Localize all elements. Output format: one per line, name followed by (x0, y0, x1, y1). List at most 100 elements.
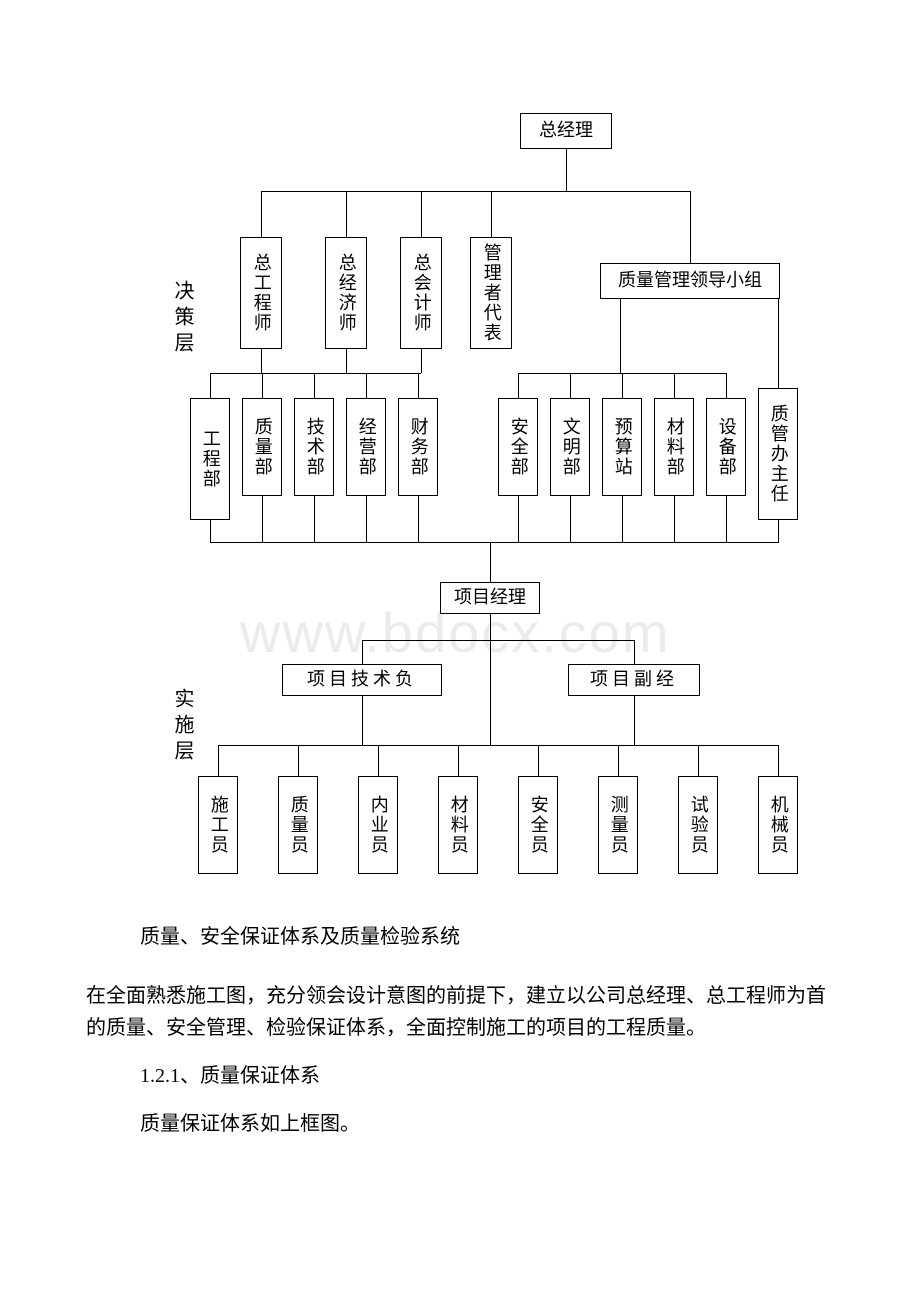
edge (726, 373, 727, 398)
node-finance-dept: 财务部 (398, 398, 438, 496)
edge (210, 373, 421, 374)
node-label: 总经济师 (335, 253, 357, 333)
edge (570, 373, 571, 398)
paragraph-1: 在全面熟悉施工图，充分领会设计意图的前提下，建立以公司总经理、总工程师为首的质量… (86, 980, 834, 1044)
edge (491, 191, 492, 237)
edge (566, 149, 567, 191)
edge (538, 745, 539, 776)
node-budget-station: 预算站 (602, 398, 642, 496)
node-tech-dept: 技术部 (294, 398, 334, 496)
edge (518, 496, 519, 542)
node-label: 质量员 (287, 795, 309, 855)
edge (378, 745, 379, 776)
node-project-tech-leader: 项目技术负 (282, 664, 442, 696)
edge (674, 496, 675, 542)
node-label: 管理者代表 (480, 243, 502, 343)
node-label: 材料部 (663, 417, 685, 477)
edge (518, 373, 519, 398)
edge (261, 349, 262, 373)
node-quality-worker: 质量员 (278, 776, 318, 874)
node-engineering-dept: 工程部 (190, 398, 230, 520)
node-label: 机械员 (767, 795, 789, 855)
edge (778, 299, 779, 388)
node-survey-worker: 测量员 (598, 776, 638, 874)
edge (421, 191, 422, 237)
node-management-rep: 管理者代表 (470, 237, 512, 349)
node-label: 试验员 (687, 795, 709, 855)
edge (346, 349, 347, 373)
paragraph-2: 1.2.1、质量保证体系 (140, 1060, 320, 1092)
node-quality-leading-group: 质量管理领导小组 (600, 263, 780, 299)
node-label: 总工程师 (250, 253, 272, 333)
node-safety-dept: 安全部 (498, 398, 538, 496)
node-label: 测量员 (607, 795, 629, 855)
edge (261, 191, 690, 192)
edge (570, 496, 571, 542)
node-safety-worker: 安全员 (518, 776, 558, 874)
section-label-implement: 实施层 (168, 688, 197, 766)
edge (314, 496, 315, 542)
node-label: 技术部 (303, 417, 325, 477)
edge (366, 373, 367, 398)
node-mechanical-worker: 机械员 (758, 776, 798, 874)
node-label: 质量部 (251, 417, 273, 477)
node-label: 安全部 (507, 417, 529, 477)
edge (262, 496, 263, 542)
node-label: 预算站 (611, 417, 633, 477)
edge (210, 373, 211, 398)
node-chief-engineer: 总工程师 (240, 237, 282, 349)
edge (362, 696, 363, 745)
diagram-caption: 质量、安全保证体系及质量检验系统 (140, 920, 460, 949)
edge (262, 373, 263, 398)
edge (490, 614, 491, 640)
node-construction-worker: 施工员 (198, 776, 238, 874)
node-general-manager: 总经理 (520, 113, 612, 149)
node-label: 工程部 (199, 429, 221, 489)
node-label: 总会计师 (410, 253, 432, 333)
edge (362, 640, 634, 641)
node-quality-office-director: 质管办主任 (758, 388, 798, 520)
node-label: 材料员 (447, 795, 469, 855)
node-quality-dept: 质量部 (242, 398, 282, 496)
edge (298, 745, 299, 776)
edge (362, 640, 363, 664)
edge (726, 496, 727, 542)
node-label: 内业员 (367, 795, 389, 855)
node-label: 项目技术负 (307, 669, 417, 691)
edge (210, 542, 779, 543)
edge (622, 496, 623, 542)
section-label-decision: 决策层 (168, 280, 197, 358)
node-label: 安全员 (527, 795, 549, 855)
node-label: 文明部 (559, 417, 581, 477)
node-label: 项目副经 (590, 669, 678, 691)
edge (778, 520, 779, 542)
edge (218, 745, 219, 776)
node-label: 设备部 (715, 417, 737, 477)
node-material-worker: 材料员 (438, 776, 478, 874)
edge (366, 496, 367, 542)
edge (418, 496, 419, 542)
node-label: 施工员 (207, 795, 229, 855)
edge (261, 191, 262, 237)
edge (618, 745, 619, 776)
node-test-worker: 试验员 (678, 776, 718, 874)
node-internal-worker: 内业员 (358, 776, 398, 874)
node-civilization-dept: 文明部 (550, 398, 590, 496)
node-chief-accountant: 总会计师 (400, 237, 442, 349)
edge (458, 745, 459, 776)
edge (698, 745, 699, 776)
edge (490, 640, 491, 745)
paragraph-3: 质量保证体系如上框图。 (140, 1108, 360, 1140)
node-material-dept: 材料部 (654, 398, 694, 496)
edge (218, 745, 778, 746)
edge (622, 373, 623, 398)
edge (490, 542, 491, 582)
edge (634, 640, 635, 664)
node-business-dept: 经营部 (346, 398, 386, 496)
node-label: 财务部 (407, 417, 429, 477)
node-project-manager: 项目经理 (440, 582, 540, 614)
node-label: 总经理 (539, 120, 593, 142)
edge (674, 373, 675, 398)
node-equipment-dept: 设备部 (706, 398, 746, 496)
node-chief-economist: 总经济师 (325, 237, 367, 349)
